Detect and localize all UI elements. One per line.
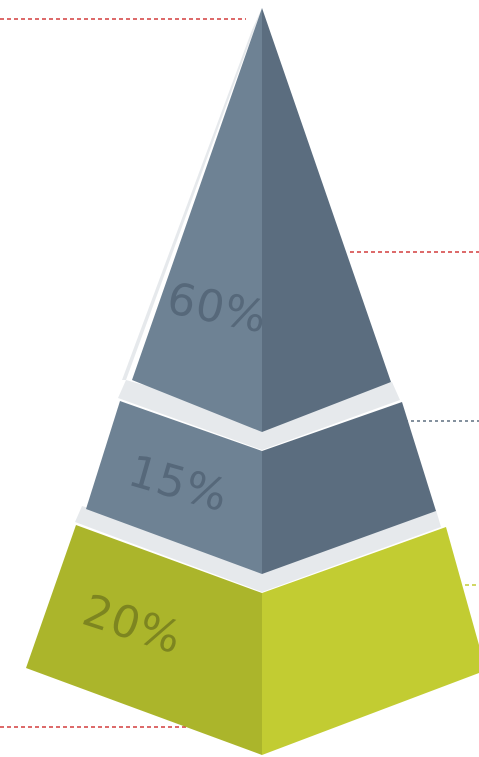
tier-middle-right-face xyxy=(262,402,436,574)
top-tier-shadow xyxy=(122,8,262,380)
tier-bottom-right-face xyxy=(262,527,479,755)
separator-lower xyxy=(75,506,441,592)
tier-top-left-face xyxy=(132,8,262,432)
tier-middle-left-face xyxy=(86,401,262,574)
tier-top-right-face xyxy=(262,8,391,432)
tier-bottom-left-face xyxy=(26,525,262,755)
